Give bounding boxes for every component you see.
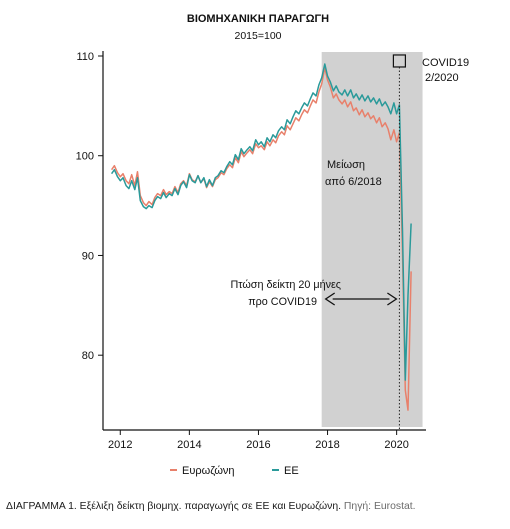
- x-tick-label: 2012: [108, 439, 132, 451]
- y-tick-label: 110: [76, 51, 94, 63]
- covid-annotation-line-1: COVID19: [422, 57, 469, 69]
- fall-annotation-line-2: προ COVID19: [248, 296, 317, 308]
- covid-annotation-line-2: 2/2020: [425, 72, 459, 84]
- fall-annotation-line-1: Πτώση δείκτη 20 μήνες: [230, 279, 341, 291]
- caption-title: ΔΙΑΓΡΑΜΜΑ 1. Εξέλιξη δείκτη βιομηχ. παρα…: [6, 501, 342, 512]
- legend-label: ΕΕ: [284, 465, 299, 477]
- fall-arrow: [324, 292, 398, 306]
- x-tick-label: 2018: [315, 439, 339, 451]
- arrow-head-right: [387, 292, 398, 306]
- chart-subtitle: 2015=100: [234, 30, 281, 42]
- figure-caption: ΔΙΑΓΡΑΜΜΑ 1. Εξέλιξη δείκτη βιομηχ. παρα…: [6, 501, 506, 512]
- series-line-eurozone: [110, 67, 412, 411]
- chart: ΒΙΟΜΗΧΑΝΙΚΗ ΠΑΡΑΓΩΓΗ 2015=100 80 90 100 110…: [76, 13, 472, 477]
- x-tick-label: 2014: [177, 439, 201, 451]
- x-tick-label: 2016: [246, 439, 270, 451]
- covid-marker: [392, 54, 406, 68]
- series-line-eu: [110, 63, 412, 381]
- legend: Ευρωζώνη ΕΕ: [170, 465, 299, 477]
- arrow-head-left: [324, 292, 336, 306]
- x-tick-label: 2020: [384, 439, 408, 451]
- y-tick-label: 100: [76, 151, 94, 163]
- decline-annotation-line-1: Μείωση: [327, 159, 365, 171]
- plot-axes: 80 90 100 110 2012 2014 2016 2018 2020: [76, 51, 426, 451]
- decline-annotation: Μείωση από 6/2018: [325, 159, 382, 188]
- y-tick-label: 80: [82, 350, 94, 362]
- shaded-period: [321, 52, 423, 427]
- legend-label: Ευρωζώνη: [182, 465, 235, 477]
- y-tick-label: 90: [82, 250, 94, 262]
- chart-title: ΒΙΟΜΗΧΑΝΙΚΗ ΠΑΡΑΓΩΓΗ: [187, 13, 329, 25]
- caption-source: Πηγή: Eurostat.: [343, 501, 416, 512]
- fall-annotation: Πτώση δείκτη 20 μήνες προ COVID19: [230, 279, 344, 308]
- series-lines: [110, 63, 412, 411]
- decline-annotation-line-2: από 6/2018: [325, 176, 382, 188]
- covid-annotation: COVID19 2/2020: [422, 57, 472, 84]
